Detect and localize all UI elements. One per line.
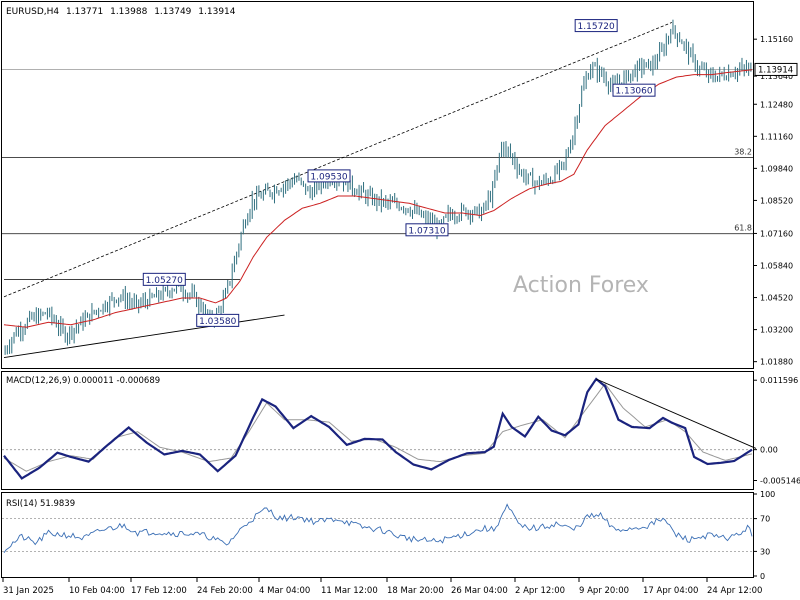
price-tick-label: 1.05840 bbox=[760, 261, 793, 270]
price-annotation-box bbox=[142, 272, 186, 286]
price-tick-label: 1.15160 bbox=[760, 35, 793, 44]
chart-header: EURUSD,H4 1.13771 1.13988 1.13749 1.1391… bbox=[6, 7, 236, 17]
x-tick-label: 11 Mar 12:00 bbox=[321, 586, 378, 596]
macd-tick-label: -0.005146 bbox=[760, 476, 800, 485]
moving-average-line bbox=[3, 69, 753, 328]
price-tick-label: 1.01880 bbox=[760, 358, 793, 367]
low-value: 1.13749 bbox=[154, 7, 191, 17]
x-tick-label: 4 Mar 04:00 bbox=[259, 586, 310, 596]
x-tick-label: 9 Apr 20:00 bbox=[579, 586, 629, 596]
rsi-line bbox=[3, 503, 753, 553]
x-tick-label: 24 Apr 12:00 bbox=[707, 586, 762, 596]
x-tick-label: 17 Apr 04:00 bbox=[643, 586, 698, 596]
x-tick-label: 10 Feb 04:00 bbox=[69, 586, 125, 596]
price-annotation-label: 1.07310 bbox=[408, 226, 445, 236]
price-tick-label: 1.04520 bbox=[760, 294, 793, 303]
price-tick-label: 1.12480 bbox=[760, 100, 793, 109]
price-annotation-box bbox=[574, 19, 618, 33]
x-tick-label: 17 Feb 12:00 bbox=[131, 586, 187, 596]
x-tick-label: 24 Feb 20:00 bbox=[197, 586, 253, 596]
price-panel bbox=[1, 1, 754, 369]
x-tick-label: 2 Apr 12:00 bbox=[515, 586, 565, 596]
macd-signal-line bbox=[3, 382, 753, 472]
rsi-tick-label: 30 bbox=[760, 547, 770, 556]
price-tick-label: 1.08520 bbox=[760, 196, 793, 205]
price-annotation-label: 1.09530 bbox=[310, 172, 347, 182]
open-value: 1.13771 bbox=[66, 7, 103, 17]
macd-tick-label: 0.011596 bbox=[760, 376, 798, 385]
macd-panel bbox=[1, 371, 754, 490]
price-annotation-box bbox=[405, 223, 449, 237]
rsi-panel bbox=[1, 492, 754, 578]
dashed-trendline bbox=[3, 22, 673, 298]
price-tick-label: 1.03200 bbox=[760, 326, 793, 335]
fib-level-label: 61.8 bbox=[734, 224, 752, 233]
x-tick-label: 31 Jan 2025 bbox=[3, 586, 54, 596]
price-annotation-label: 1.03580 bbox=[199, 317, 236, 327]
price-annotation-label: 1.05270 bbox=[146, 276, 183, 286]
rsi-title: RSI(14) 51.9839 bbox=[6, 499, 75, 509]
high-value: 1.13988 bbox=[110, 7, 147, 17]
rsi-tick-label: 0 bbox=[760, 572, 765, 581]
price-tick-label: 1.13640 bbox=[760, 72, 793, 81]
x-tick-label: 18 Mar 20:00 bbox=[387, 586, 444, 596]
x-tick-label: 26 Mar 04:00 bbox=[451, 586, 508, 596]
price-tick-label: 1.09840 bbox=[760, 164, 793, 173]
rsi-tick-label: 70 bbox=[760, 515, 770, 524]
watermark: Action Forex bbox=[513, 273, 649, 298]
macd-line bbox=[3, 377, 753, 480]
current-price-tag bbox=[754, 62, 798, 76]
price-annotation-label: 1.15720 bbox=[578, 22, 615, 32]
price-annotation-box bbox=[307, 169, 351, 183]
price-annotation-box bbox=[612, 83, 656, 97]
macd-trendline bbox=[595, 378, 757, 449]
close-value: 1.13914 bbox=[198, 7, 235, 17]
macd-tick-label: 0.00 bbox=[760, 446, 778, 455]
rsi-tick-label: 100 bbox=[760, 490, 775, 499]
macd-title: MACD(12,26,9) 0.000011 -0.000689 bbox=[6, 376, 160, 386]
price-annotation-label: 1.13060 bbox=[615, 87, 652, 97]
fib-level-label: 38.2 bbox=[734, 147, 752, 156]
symbol-label: EURUSD,H4 bbox=[6, 7, 59, 17]
current-price-label: 1.13914 bbox=[758, 65, 793, 75]
price-tick-label: 1.07160 bbox=[760, 229, 793, 238]
price-tick-label: 1.11160 bbox=[760, 132, 793, 141]
price-annotation-box bbox=[196, 313, 240, 327]
